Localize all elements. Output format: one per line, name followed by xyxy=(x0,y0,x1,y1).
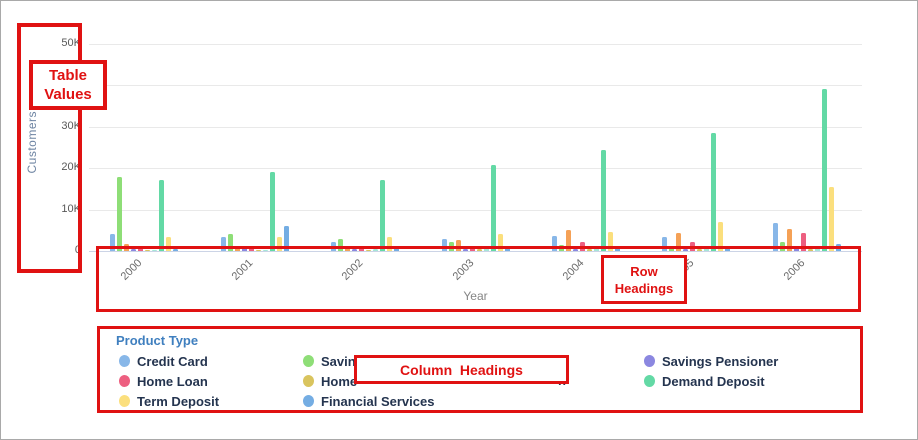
y-tick-label: 20K xyxy=(61,161,81,174)
bar xyxy=(462,248,468,251)
bar xyxy=(227,234,233,251)
bar xyxy=(283,225,289,251)
legend-item[interactable]: Home Loan xyxy=(119,373,208,389)
bar xyxy=(497,234,503,251)
bar xyxy=(676,232,682,251)
table-values-label-line2: Values xyxy=(44,86,92,103)
bar xyxy=(718,221,724,251)
bar xyxy=(772,222,778,251)
row-headings-label-line1: Row xyxy=(630,263,658,279)
bar xyxy=(145,249,151,251)
legend-color-dot xyxy=(119,355,130,367)
bar xyxy=(152,249,158,251)
bar xyxy=(110,234,116,251)
legend-color-dot xyxy=(644,375,655,387)
y-tick-label: 10K xyxy=(61,202,81,215)
legend-item-label: Savings Pensioner xyxy=(662,353,779,369)
bar xyxy=(338,239,344,251)
legend-item-label: Demand Deposit xyxy=(662,373,765,389)
legend-item[interactable]: Demand Deposit xyxy=(644,373,765,389)
bar xyxy=(551,236,557,251)
y-tick-label: 0 xyxy=(74,244,81,256)
row-headings-label-line2: Headings xyxy=(614,280,674,296)
bar xyxy=(269,172,275,251)
bar xyxy=(455,240,461,251)
gridline xyxy=(89,126,862,128)
legend-color-dot xyxy=(303,375,314,387)
bar xyxy=(220,236,226,251)
bar xyxy=(711,133,717,251)
bar xyxy=(593,247,599,251)
bar xyxy=(683,249,689,251)
bar xyxy=(704,247,710,251)
legend-color-dot xyxy=(303,395,314,407)
bar xyxy=(117,176,123,251)
bar xyxy=(476,249,482,251)
legend-item[interactable]: Savings Pensioner xyxy=(644,353,778,369)
column-headings-label-box: Column Headings xyxy=(354,355,569,384)
gridline xyxy=(89,209,862,211)
bar xyxy=(366,249,372,251)
row-headings-label-box: Row Headings xyxy=(601,255,687,304)
bar xyxy=(387,237,393,251)
legend-item-label: Home Loan xyxy=(137,373,208,389)
bar xyxy=(255,249,261,251)
bar xyxy=(159,179,165,251)
column-headings-label: Column Headings xyxy=(400,361,523,378)
legend-color-dot xyxy=(119,395,130,407)
bar xyxy=(373,249,379,251)
bar xyxy=(565,229,571,251)
bar xyxy=(828,187,834,251)
bar xyxy=(607,232,613,251)
bar xyxy=(807,248,813,251)
legend-color-dot xyxy=(644,355,655,367)
legend-item-label: Home xyxy=(321,373,358,389)
y-tick-label: 50K xyxy=(61,37,81,49)
legend-color-dot xyxy=(119,375,130,387)
column-headings-region-rect xyxy=(97,326,863,413)
x-axis-line xyxy=(89,251,862,252)
table-values-label-box: Table Values xyxy=(29,60,107,110)
chart-legend: Product Type Credit Card Home Loan Term De… xyxy=(98,329,861,413)
x-axis-title: Year xyxy=(463,289,488,303)
bar xyxy=(276,236,282,251)
bar xyxy=(380,180,386,251)
bar xyxy=(131,249,137,251)
bar xyxy=(586,248,592,251)
bar xyxy=(572,249,578,251)
bar xyxy=(483,248,489,251)
bar xyxy=(441,238,447,251)
table-values-region-rect xyxy=(17,23,82,273)
bar xyxy=(166,236,172,251)
y-tick-label: 30K xyxy=(61,119,81,132)
gridline xyxy=(89,85,862,87)
bar xyxy=(662,237,668,251)
bar xyxy=(394,247,400,251)
table-values-label-line1: Table xyxy=(48,67,88,84)
bar xyxy=(600,149,606,251)
bar xyxy=(786,228,792,251)
bar xyxy=(262,249,268,251)
legend-item-label: Term Deposit xyxy=(137,393,220,409)
bar xyxy=(352,249,358,251)
gridline xyxy=(89,168,862,170)
legend-item-label: Financial Services xyxy=(321,393,435,409)
legend-item[interactable]: Term Deposit xyxy=(119,393,219,409)
legend-title: Product Type xyxy=(116,333,199,348)
bar xyxy=(697,248,703,251)
bar xyxy=(490,164,496,251)
row-headings-region-rect xyxy=(96,246,861,312)
legend-item-label: Credit Card xyxy=(137,353,208,369)
legend-item[interactable]: Financial Services xyxy=(303,393,434,409)
legend-item[interactable]: Home xyxy=(303,373,357,389)
legend-color-dot xyxy=(303,355,314,367)
legend-item[interactable]: Credit Card xyxy=(119,353,208,369)
gridline xyxy=(89,44,862,45)
bar xyxy=(821,88,827,251)
bar xyxy=(800,232,806,251)
bar xyxy=(138,248,144,251)
bar xyxy=(173,249,179,251)
